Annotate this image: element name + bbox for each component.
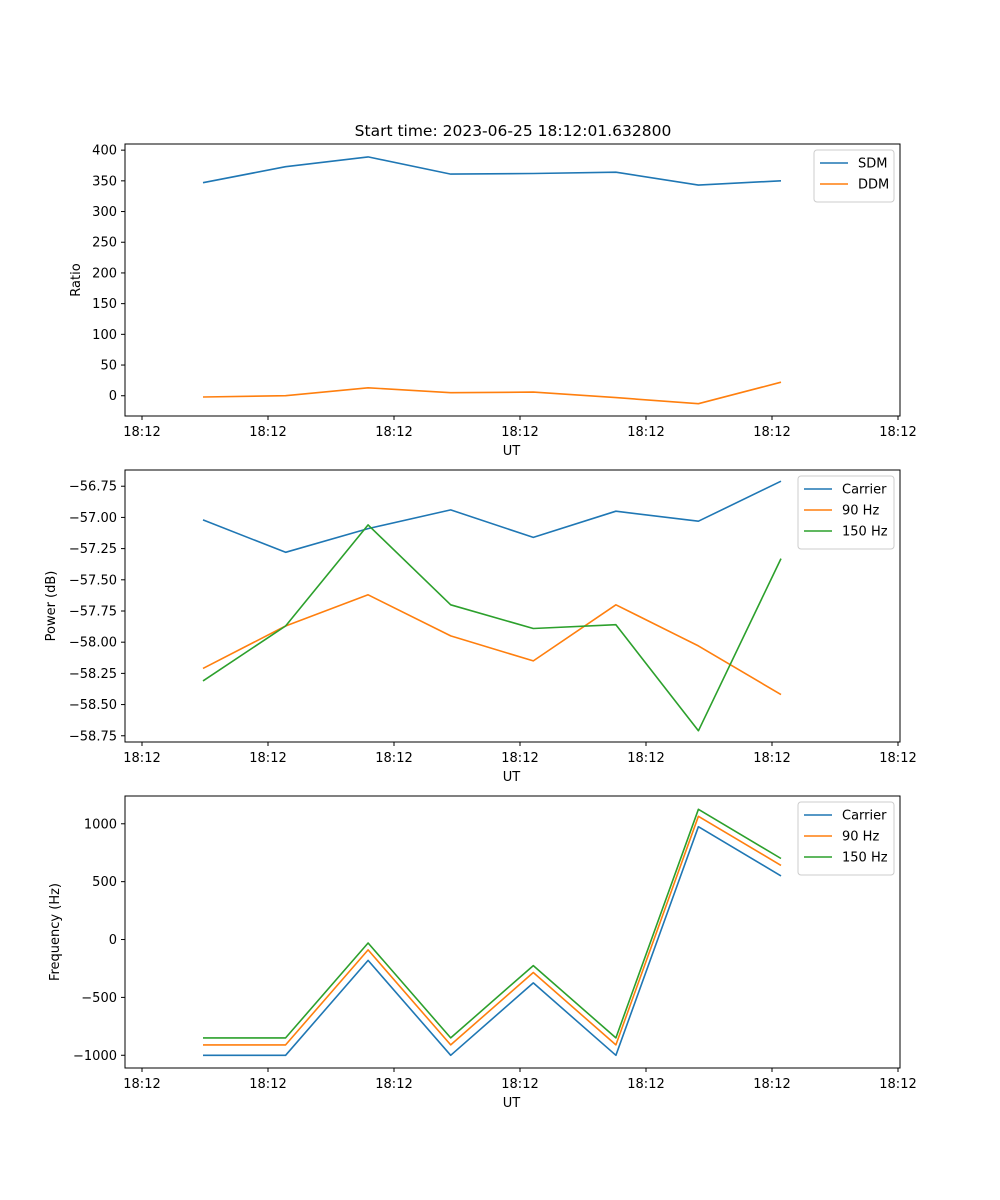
- series-line-carrier: [202, 480, 782, 554]
- x-tick-label: 18:12: [249, 425, 286, 440]
- series-line-sdm: [202, 156, 782, 186]
- y-tick-label: −58.50: [69, 698, 117, 713]
- legend-label: SDM: [858, 157, 887, 172]
- x-tick-label: 18:12: [501, 1077, 538, 1092]
- y-tick-label: 400: [92, 144, 117, 159]
- y-tick-label: 100: [92, 328, 117, 343]
- series-line-150-hz: [203, 808, 782, 1039]
- series-line-90-hz: [203, 815, 782, 1046]
- power-chart: 18:12 18:12 18:12 18:12 18:12 18:12 18:12 −58.7…: [44, 469, 917, 785]
- y-tick-label: −57.75: [69, 604, 117, 619]
- y-tick-label: 350: [92, 174, 117, 189]
- x-tick-label: 18:12: [123, 751, 160, 766]
- x-tick-label: 18:12: [753, 425, 790, 440]
- x-tick-label: 18:12: [753, 1077, 790, 1092]
- x-tick-label: 18:12: [627, 751, 664, 766]
- y-tick-label: 0: [109, 389, 117, 404]
- legend-label: Carrier: [842, 809, 887, 824]
- x-tick-label: 18:12: [375, 1077, 412, 1092]
- ratio-chart: 18:12 18:12 18:12 18:12 18:12 18:12 18:12 0 50 10…: [69, 143, 917, 459]
- y-tick-label: 150: [92, 297, 117, 312]
- y-tick-label: −1000: [73, 1049, 117, 1064]
- y-tick-label: −56.75: [69, 480, 117, 495]
- series-line-ddm: [202, 381, 782, 405]
- y-tick-label: −58.00: [69, 636, 117, 651]
- y-tick-label: −58.25: [69, 667, 117, 682]
- series-line-carrier: [203, 825, 782, 1057]
- x-tick-label: 18:12: [879, 1077, 916, 1092]
- axes-frame: [124, 143, 901, 417]
- y-tick-label: 0: [109, 933, 117, 948]
- axes-frame: [124, 795, 901, 1069]
- x-tick-label: 18:12: [375, 425, 412, 440]
- y-tick-label: −57.25: [69, 542, 117, 557]
- legend-label: 150 Hz: [842, 851, 888, 866]
- x-tick-label: 18:12: [879, 751, 916, 766]
- x-tick-label: 18:12: [627, 1077, 664, 1092]
- y-tick-label: 1000: [84, 817, 117, 832]
- y-axis-label: Ratio: [69, 263, 84, 296]
- y-tick-label: −57.00: [69, 511, 117, 526]
- x-tick-label: 18:12: [123, 1077, 160, 1092]
- x-tick-label: 18:12: [879, 425, 916, 440]
- legend-label: 90 Hz: [842, 504, 879, 519]
- x-tick-label: 18:12: [501, 425, 538, 440]
- x-tick-label: 18:12: [375, 751, 412, 766]
- legend-label: 90 Hz: [842, 830, 879, 845]
- y-axis-label: Power (dB): [44, 571, 59, 642]
- y-tick-label: −57.50: [69, 573, 117, 588]
- x-axis-label: UT: [503, 770, 521, 785]
- x-tick-label: 18:12: [123, 425, 160, 440]
- y-tick-label: 250: [92, 236, 117, 251]
- y-tick-label: 50: [100, 359, 117, 374]
- x-axis-label: UT: [503, 444, 521, 459]
- legend-label: Carrier: [842, 483, 887, 498]
- x-tick-label: 18:12: [753, 751, 790, 766]
- series-line-150-hz: [202, 524, 782, 732]
- y-tick-label: −500: [81, 991, 117, 1006]
- y-tick-label: 200: [92, 266, 117, 281]
- x-tick-label: 18:12: [627, 425, 664, 440]
- x-tick-label: 18:12: [249, 1077, 286, 1092]
- legend-label: DDM: [858, 178, 889, 193]
- x-tick-label: 18:12: [249, 751, 286, 766]
- figure-title: Start time: 2023-06-25 18:12:01.632800: [355, 122, 672, 140]
- y-tick-label: 300: [92, 205, 117, 220]
- y-tick-label: 500: [92, 875, 117, 890]
- x-tick-label: 18:12: [501, 751, 538, 766]
- series-line-90-hz: [202, 593, 782, 696]
- axes-frame: [124, 469, 901, 743]
- legend-label: 150 Hz: [842, 525, 888, 540]
- y-axis-label: Frequency (Hz): [48, 883, 63, 981]
- y-tick-label: −58.75: [69, 729, 117, 744]
- x-axis-label: UT: [503, 1096, 521, 1111]
- frequency-chart: 18:12 18:12 18:12 18:12 18:12 18:12 18:12 −1000…: [48, 795, 917, 1111]
